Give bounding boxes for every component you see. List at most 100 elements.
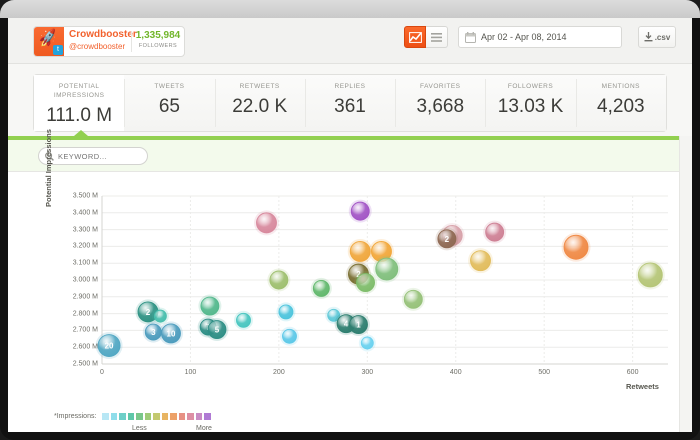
bubble[interactable] (279, 326, 299, 346)
bubble-label: 2 (356, 270, 361, 279)
account-name: Crowdbooster (69, 29, 137, 40)
bubble[interactable] (358, 334, 376, 352)
metrics-bar: POTENTIAL IMPRESSIONS 111.0 M TWEETS 65 RETW… (33, 74, 667, 132)
bubble[interactable] (276, 302, 296, 322)
bubble-body (350, 201, 370, 221)
date-range-picker[interactable]: Apr 02 - Apr 08, 2014 (458, 26, 622, 48)
plot-area: Potential Impressions 202310754122 2.500… (8, 129, 692, 391)
crowdbooster-logo: 🚀 t (34, 27, 64, 56)
bubble-label: 3 (151, 328, 156, 337)
app-header: 🚀 t Crowdbooster @crowdbooster 1,335,984… (8, 18, 692, 64)
active-metric-band (8, 136, 692, 140)
metric-label: FAVORITES (420, 83, 461, 90)
bubble[interactable] (151, 307, 169, 325)
color-swatch (118, 412, 127, 421)
bubble[interactable]: 2 (135, 299, 161, 325)
color-swatch (203, 412, 212, 421)
plot-canvas[interactable]: 202310754122 (8, 172, 692, 387)
y-tick-label: 2.700 M (72, 326, 98, 334)
bubble[interactable] (635, 260, 665, 290)
bubble[interactable] (373, 255, 401, 283)
export-csv-label: .csv (654, 32, 671, 42)
bubble[interactable] (234, 310, 253, 330)
metric-replies[interactable]: REPLIES 361 (304, 75, 396, 131)
download-icon (644, 32, 653, 42)
bubble[interactable]: 10 (158, 321, 183, 346)
metric-label: RETWEETS (239, 83, 280, 90)
bubble[interactable] (347, 238, 373, 264)
color-swatch (160, 412, 170, 421)
metric-retweets[interactable]: RETWEETS 22.0 K (214, 75, 305, 131)
x-tick-label: 400 (449, 369, 462, 376)
metric-tweets[interactable]: TWEETS 65 (124, 75, 215, 131)
x-tick-label: 0 (100, 369, 104, 376)
x-tick-label: 300 (361, 369, 374, 376)
bubble-body (563, 234, 589, 260)
metric-favorites[interactable]: FAVORITES 3,668 (395, 75, 486, 131)
metric-value: 22.0 K (232, 96, 288, 117)
bubble-body (282, 328, 297, 344)
export-csv-button[interactable]: .csv (638, 26, 676, 48)
y-tick-label: 3.400 M (72, 209, 98, 217)
color-swatch (143, 412, 153, 421)
bubble[interactable]: 20 (95, 332, 123, 360)
bubble-label: 4 (344, 320, 349, 329)
active-metric-caret (74, 130, 88, 136)
account-card[interactable]: 🚀 t Crowdbooster @crowdbooster 1,335,984… (33, 26, 185, 57)
impressions-legend-label: *Impressions: (54, 413, 97, 420)
bubble[interactable] (310, 277, 332, 299)
metric-value: 65 (158, 96, 180, 117)
color-swatch (186, 412, 195, 421)
bubble[interactable] (253, 210, 279, 236)
bubble-body (327, 308, 341, 322)
bubble[interactable]: 3 (142, 321, 164, 343)
bubble[interactable]: 5 (205, 318, 229, 342)
y-tick-label: 2.500 M (72, 360, 98, 368)
search-input[interactable] (58, 151, 146, 161)
chart-view-button[interactable] (404, 26, 426, 48)
bubble-body (470, 250, 491, 272)
x-tick-label: 200 (273, 369, 285, 376)
bubble-label: 1 (356, 321, 361, 330)
chart-icon (408, 31, 422, 43)
bubble[interactable] (354, 271, 378, 295)
bubble[interactable] (561, 232, 591, 262)
color-swatch (152, 412, 161, 421)
divider (131, 31, 132, 52)
color-swatch (135, 412, 144, 421)
legend-less-label: Less (132, 425, 147, 432)
y-tick-label: 3.100 M (72, 259, 98, 267)
color-swatch (109, 412, 119, 421)
bubble-body (437, 229, 457, 249)
y-tick-label: 3.300 M (72, 226, 98, 234)
bubble[interactable]: 1 (346, 313, 370, 337)
bubble[interactable] (483, 220, 507, 244)
bubble-body (278, 304, 294, 320)
twitter-icon: t (53, 45, 63, 55)
metric-potential-impressions[interactable]: POTENTIAL IMPRESSIONS 111.0 M (34, 75, 125, 131)
bubble-body (637, 262, 663, 288)
bubble-body (349, 315, 368, 334)
bubble-label: 10 (167, 329, 176, 338)
bubble[interactable] (267, 268, 291, 292)
metric-label: MENTIONS (601, 83, 640, 90)
list-icon (431, 32, 442, 42)
keyword-search[interactable] (38, 147, 148, 165)
filter-bar (8, 140, 692, 172)
app-viewport: 🚀 t Crowdbooster @crowdbooster 1,335,984… (8, 18, 692, 432)
bubble[interactable] (198, 294, 222, 318)
bubble-label: 2 (445, 235, 450, 244)
list-view-button[interactable] (426, 26, 448, 48)
account-handle: @crowdbooster (69, 42, 126, 51)
y-tick-label: 3.000 M (72, 276, 98, 284)
bubble[interactable] (348, 199, 372, 223)
bubble[interactable] (468, 248, 494, 274)
followers-label: FOLLOWERS (138, 43, 178, 49)
metric-followers[interactable]: FOLLOWERS 13.03 K (485, 75, 576, 131)
metric-mentions[interactable]: MENTIONS 4,203 (575, 75, 666, 131)
bubble[interactable]: 2 (435, 227, 459, 251)
x-tick-label: 600 (626, 369, 639, 376)
scrollbar-gutter[interactable] (679, 136, 692, 432)
bubble[interactable] (401, 287, 425, 311)
bubble-body (356, 273, 375, 292)
